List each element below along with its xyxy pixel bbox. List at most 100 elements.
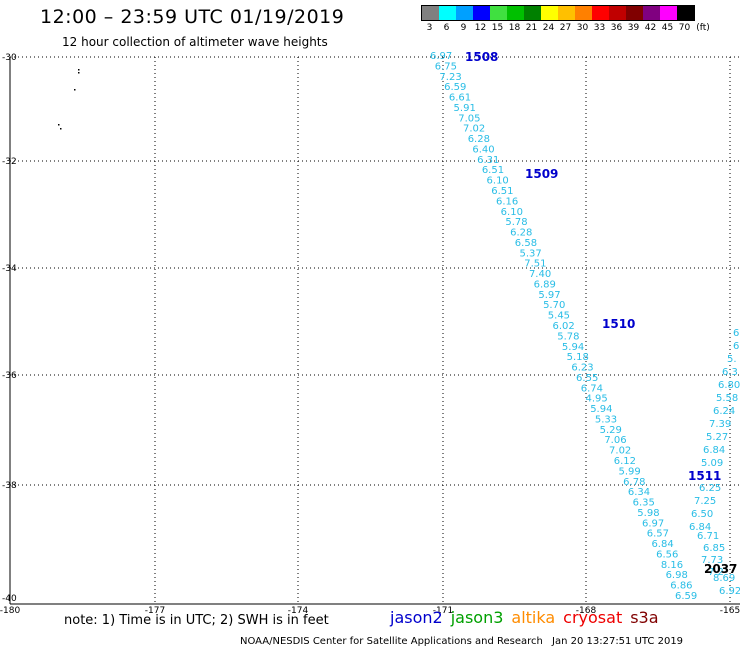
wave-height-point: 6.16 [496,196,518,207]
land-speck [58,124,60,126]
wave-height-point: 6.35 [633,498,655,509]
legend-swatch [677,6,694,20]
legend-swatch [490,6,507,20]
wave-height-point: 6.61 [449,93,471,104]
wave-height-point: 6.84 [703,445,725,456]
wave-height-point: 6.74 [581,383,603,394]
wave-height-point: 5.37 [520,248,542,259]
legend-label: 45 [661,23,674,33]
legend-swatch [592,6,609,20]
satellite-name: altika [511,608,556,627]
wave-height-point: 6.51 [491,186,513,197]
wave-height-point: 6.51 [482,165,504,176]
wave-height-point: 6.59 [444,82,466,93]
lat-label: -32 [2,157,17,167]
wave-height-point: 7.51 [524,259,546,270]
wave-height-point: 5. [727,354,737,365]
wave-height-point: 5.29 [600,425,622,436]
legend-label: 6 [443,23,450,33]
wave-height-point: 5.91 [454,103,476,114]
legend-swatch [609,6,626,20]
legend-label: 27 [559,23,572,33]
wave-height-point: 8.69 [713,573,735,584]
map-subtitle: 12 hour collection of altimeter wave hei… [62,35,328,49]
wave-height-point: 6.10 [487,176,509,187]
legend-label: 36 [610,23,623,33]
wave-height-point: 6.84 [689,522,711,533]
wave-height-point: 6.10 [501,207,523,218]
wave-height-point: 7.73 [701,555,723,566]
wave-height-point: 4.95 [585,394,607,405]
satellite-name: s3a [630,608,659,627]
map-title: 12:00 – 23:59 UTC 01/19/2019 [40,6,345,28]
legend-swatch [660,6,677,20]
wave-height-point: 6.97 [642,518,664,529]
wave-height-point: 7.25 [694,496,716,507]
lon-label: -180 [0,606,20,616]
wave-height-point: 6.28 [510,228,532,239]
wave-height-point: 6. [733,341,740,352]
wave-height-point: 6.31 [477,155,499,166]
wave-height-point: 5.98 [637,508,659,519]
legend-swatch [439,6,456,20]
wave-height-point: 7.06 [604,435,626,446]
land-speck [60,128,62,130]
wave-height-point: 5.99 [618,466,640,477]
wave-height-point: 6.57 [647,529,669,540]
legend-label: 24 [542,23,555,33]
legend-label: 12 [474,23,487,33]
land-speck [78,72,80,74]
legend-label: 18 [508,23,521,33]
wave-height-point: 6.25 [699,483,721,494]
satellite-legend: jason2 jason3 altika cryosat s3a [390,608,667,627]
legend-swatch [524,6,541,20]
wave-height-point: 6.56 [656,549,678,560]
wave-height-point: 6.85 [703,543,725,554]
legend-swatch [541,6,558,20]
legend-label: 9 [460,23,467,33]
satellite-name: jason2 [390,608,443,627]
wave-height-point: 6.23 [571,363,593,374]
wave-height-point: 6.75 [435,61,457,72]
wave-height-point: 6.78 [623,477,645,488]
land-speck [74,89,76,91]
credit-text: NOAA/NESDIS Center for Satellite Applica… [240,636,543,647]
legend-swatch [456,6,473,20]
wave-height-point: 6.12 [614,456,636,467]
legend-swatch [643,6,660,20]
legend-label: 21 [525,23,538,33]
lat-label: -30 [2,53,17,63]
wave-height-point: 5.94 [590,404,612,415]
land-specks [58,69,80,130]
wave-height-point: 7.23 [439,72,461,83]
lon-label: -165 [720,606,740,616]
wave-height-point: 5.58 [716,393,738,404]
lat-label: -36 [2,371,17,381]
wave-height-point: 6.86 [670,581,692,592]
legend-label: 70 [678,23,691,33]
satellite-name: cryosat [563,608,623,627]
lon-label: -174 [288,606,309,616]
generated-time: Jan 20 13:27:51 UTC 2019 [552,636,684,647]
wave-height-point: 5.33 [595,414,617,425]
wave-height-point: 5.27 [706,432,728,443]
wave-height-point: 6.59 [675,591,697,602]
legend-unit: (ft) [696,23,710,33]
wave-height-point: 6.50 [691,509,713,520]
legend-label: 39 [627,23,640,33]
land-speck [78,69,80,71]
lon-label: -171 [433,606,453,616]
wave-height-point: 7.40 [529,269,551,280]
legend-label: 30 [576,23,589,33]
legend-swatch [575,6,592,20]
lat-label: -40 [2,594,17,604]
wave-height-point: 6.02 [553,321,575,332]
wave-height-point: 6.92 [719,586,740,597]
wave-height-point: 6. [733,328,740,339]
pass-number-label: 1509 [525,167,558,181]
legend-swatch [558,6,575,20]
legend-swatch [422,6,439,20]
wave-height-point: 6.84 [651,539,673,550]
pass-number-label: 1510 [602,317,635,331]
wave-height-point: 6.58 [515,238,537,249]
